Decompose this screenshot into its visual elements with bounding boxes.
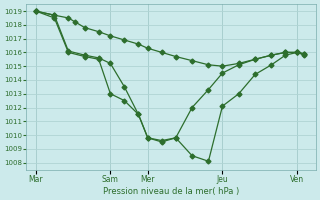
X-axis label: Pression niveau de la mer( hPa ): Pression niveau de la mer( hPa ) [103,187,239,196]
